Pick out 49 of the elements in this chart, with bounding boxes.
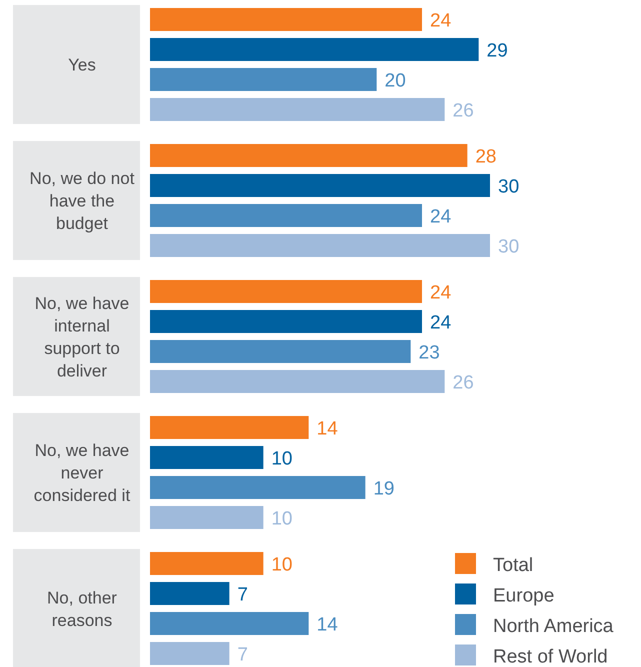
data-label: 24	[430, 10, 452, 32]
bar	[150, 204, 422, 227]
bar	[150, 340, 411, 363]
data-label: 14	[316, 418, 338, 440]
data-label: 10	[271, 448, 292, 470]
bar	[150, 174, 490, 197]
bar	[150, 582, 230, 605]
data-label: 29	[486, 40, 508, 62]
data-label: 28	[475, 146, 496, 168]
bar	[150, 642, 230, 665]
data-label: 7	[237, 584, 248, 606]
bar	[150, 38, 479, 61]
y-tick-label: No, we have never considered it	[34, 441, 130, 505]
bar	[150, 144, 468, 167]
data-label: 7	[237, 644, 248, 666]
bar	[150, 416, 309, 439]
bar	[150, 98, 445, 121]
data-label: 10	[271, 554, 292, 576]
legend-label: Rest of World	[493, 646, 608, 667]
bar	[150, 612, 309, 635]
bar	[150, 446, 264, 469]
data-label: 14	[316, 614, 338, 636]
data-label: 23	[418, 342, 440, 364]
data-label: 20	[384, 70, 406, 92]
data-label: 26	[452, 100, 474, 122]
legend-label: Europe	[493, 586, 554, 606]
data-label: 19	[373, 478, 394, 500]
y-tick-label: Yes	[68, 56, 96, 74]
bar	[150, 68, 377, 91]
data-label: 30	[498, 236, 520, 258]
data-label: 24	[430, 282, 452, 304]
bar	[150, 506, 264, 529]
legend-label: North America	[493, 616, 614, 637]
bar	[150, 234, 490, 257]
data-label: 24	[430, 206, 452, 228]
data-label: 30	[498, 176, 520, 198]
data-label: 26	[452, 372, 474, 394]
bar	[150, 476, 366, 499]
data-label: 24	[430, 312, 452, 334]
bar	[150, 370, 445, 393]
bar	[150, 280, 422, 303]
bar	[150, 8, 422, 31]
legend-label: Total	[493, 555, 534, 576]
y-tick-label: No, other reasons	[47, 588, 118, 630]
y-tick-label: No, we have internal support to deliver	[34, 294, 130, 380]
bar	[150, 310, 422, 333]
y-tick-label: No, we do not have the budget	[30, 169, 135, 233]
bar	[150, 552, 264, 575]
data-label: 10	[271, 508, 292, 530]
